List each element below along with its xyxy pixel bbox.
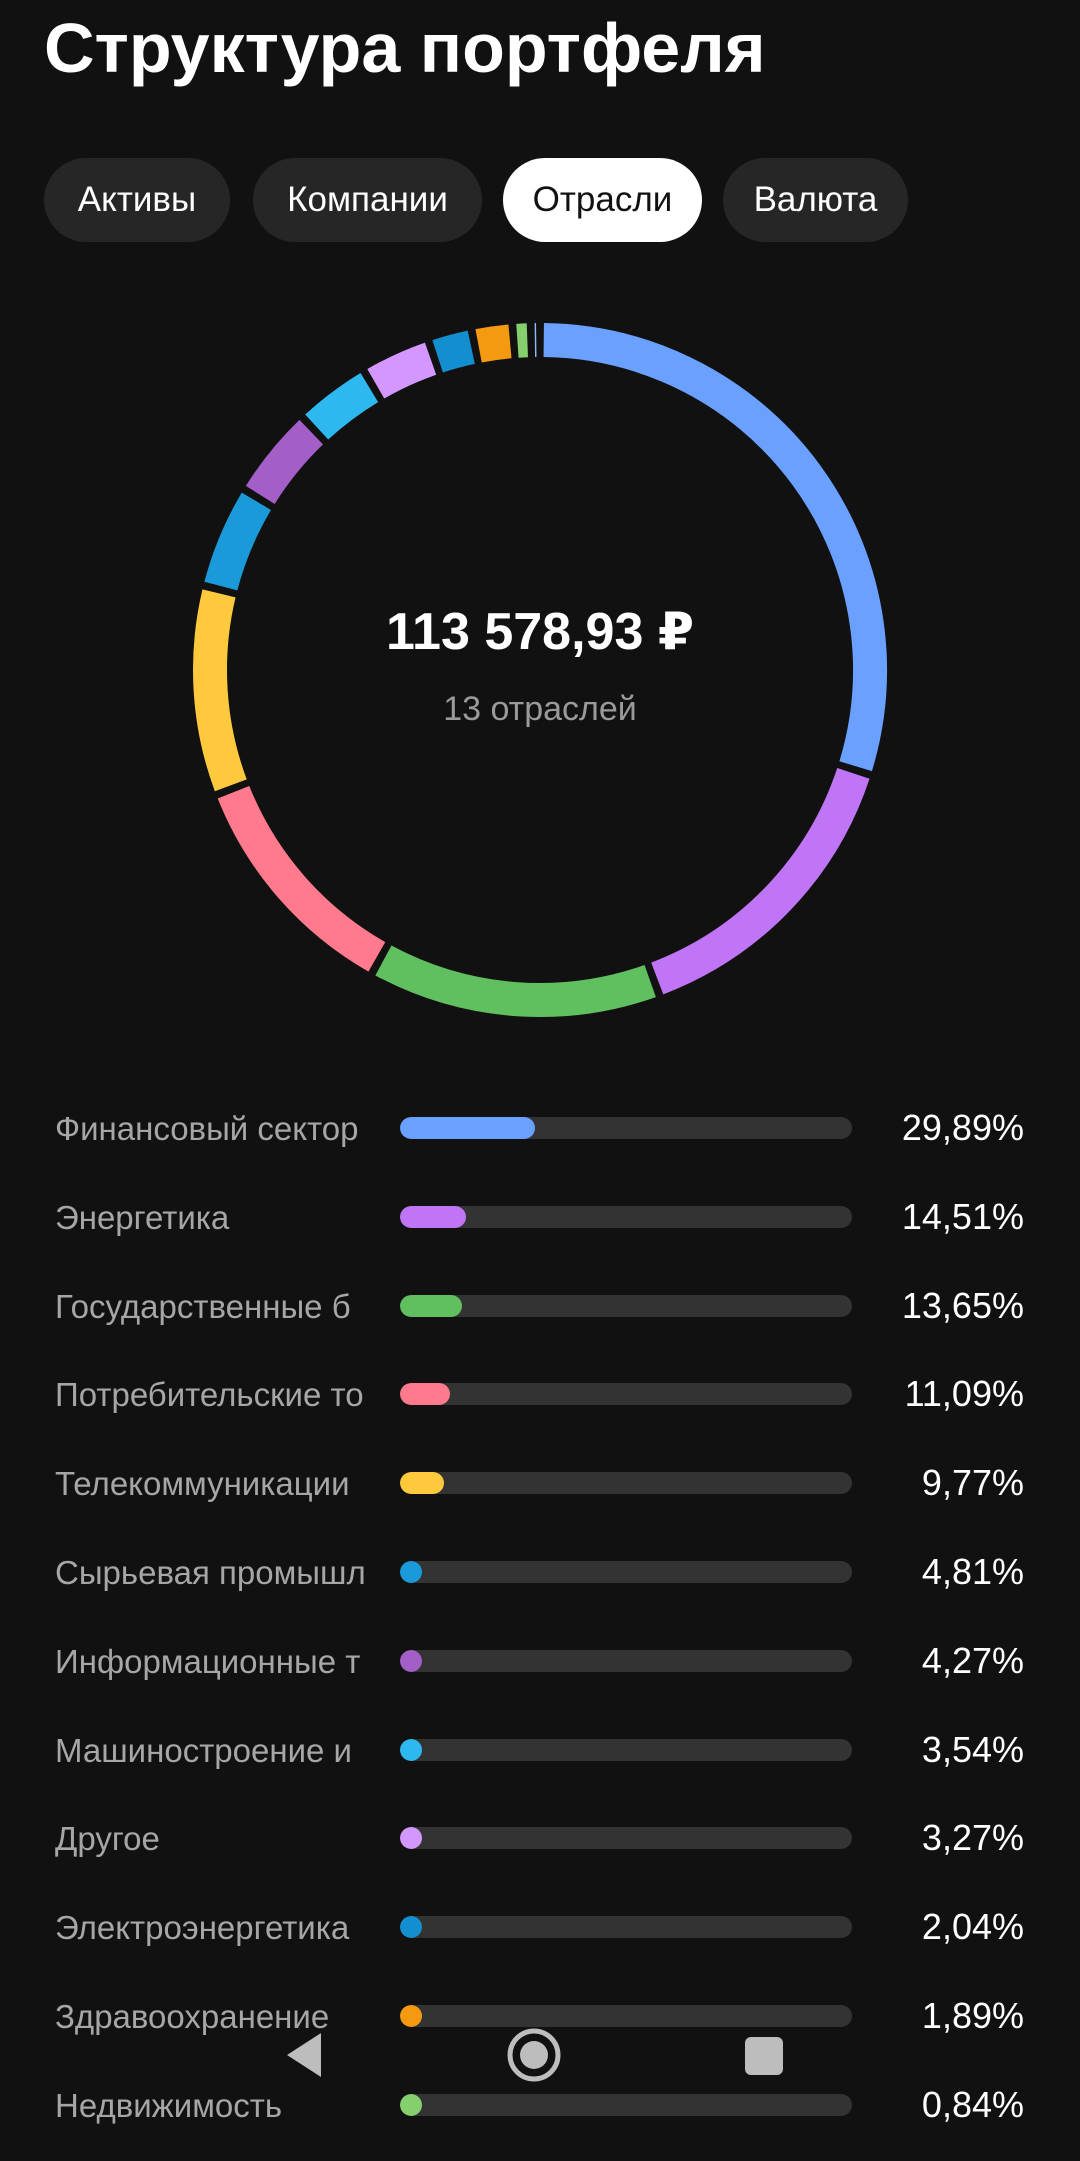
industry-name: Финансовый сектор — [55, 1105, 380, 1153]
donut-segment[interactable] — [317, 388, 370, 427]
industry-share-track — [400, 1650, 852, 1672]
industries-count: 13 отраслей — [190, 690, 890, 729]
industry-share-value: 4,27% — [922, 1636, 1024, 1686]
tab-industries[interactable]: Отрасли — [503, 158, 702, 242]
industry-share-value: 3,54% — [922, 1725, 1024, 1775]
industry-row[interactable]: Финансовый сектор 29,89% — [0, 1095, 1080, 1184]
industry-share-track — [400, 1916, 852, 1938]
donut-chart: 113 578,93 ₽ 13 отраслей — [190, 320, 890, 1020]
industry-share-bar — [400, 1472, 444, 1494]
donut-segment[interactable] — [479, 341, 510, 345]
industry-name: Другое — [55, 1815, 380, 1863]
donut-segment[interactable] — [657, 773, 853, 978]
donut-segment[interactable] — [517, 340, 527, 341]
industry-share-track — [400, 1383, 852, 1405]
industry-row[interactable]: Другое 3,27% — [0, 1805, 1080, 1894]
industry-share-track — [400, 1561, 852, 1583]
industry-share-bar — [400, 1561, 422, 1583]
industry-share-track — [400, 1739, 852, 1761]
industry-share-bar — [400, 1739, 422, 1761]
system-navigation-bar — [0, 2010, 1080, 2100]
industry-share-value: 9,77% — [922, 1458, 1024, 1508]
industry-name: Телекоммуникации — [55, 1460, 380, 1508]
industry-row[interactable]: Телекоммуникации 9,77% — [0, 1450, 1080, 1539]
industry-share-bar — [400, 1295, 462, 1317]
industry-row[interactable]: Информационные т 4,27% — [0, 1628, 1080, 1717]
industry-share-track — [400, 1117, 852, 1139]
industry-row[interactable]: Электроэнергетика 2,04% — [0, 1894, 1080, 1983]
industry-share-bar — [400, 1383, 450, 1405]
donut-chart-svg — [190, 320, 890, 1020]
tab-assets[interactable]: Активы — [44, 158, 230, 242]
industry-row[interactable]: Сырьевая промышл 4,81% — [0, 1539, 1080, 1628]
industry-share-bar — [400, 1117, 535, 1139]
industry-name: Электроэнергетика — [55, 1904, 380, 1952]
tab-currency[interactable]: Валюта — [723, 158, 908, 242]
industry-share-value: 11,09% — [905, 1369, 1024, 1419]
donut-segment[interactable] — [233, 792, 376, 957]
industry-share-value: 2,04% — [922, 1902, 1024, 1952]
portfolio-total-value: 113 578,93 ₽ — [190, 602, 890, 662]
industry-share-value: 3,27% — [922, 1813, 1024, 1863]
industry-name: Государственные б — [55, 1283, 380, 1331]
industry-share-value: 14,51% — [902, 1192, 1024, 1242]
industry-share-bar — [400, 1827, 422, 1849]
industry-share-track — [400, 1472, 852, 1494]
industry-row[interactable]: Энергетика 14,51% — [0, 1184, 1080, 1273]
square-recents-icon[interactable] — [733, 2025, 793, 2085]
industry-share-bar — [400, 1206, 466, 1228]
donut-segment[interactable] — [376, 359, 431, 384]
donut-segment[interactable] — [221, 501, 257, 586]
industry-row[interactable]: Государственные б 13,65% — [0, 1273, 1080, 1362]
industry-share-value: 29,89% — [902, 1103, 1024, 1153]
circle-home-icon[interactable] — [504, 2025, 564, 2085]
page-title: Структура портфеля — [44, 8, 766, 88]
tab-companies[interactable]: Компании — [253, 158, 482, 242]
industry-name: Энергетика — [55, 1194, 380, 1242]
donut-segment[interactable] — [383, 960, 650, 1000]
industry-name: Машиностроение и — [55, 1727, 380, 1775]
industry-share-value: 4,81% — [922, 1547, 1024, 1597]
industry-share-track — [400, 1206, 852, 1228]
industry-share-bar — [400, 1650, 422, 1672]
industry-row[interactable]: Потребительские то 11,09% — [0, 1361, 1080, 1450]
industry-row[interactable]: Машиностроение и 3,54% — [0, 1717, 1080, 1806]
industry-name: Потребительские то — [55, 1371, 380, 1419]
triangle-left-icon[interactable] — [277, 2025, 337, 2085]
donut-segment[interactable] — [260, 432, 311, 495]
industry-share-track — [400, 1295, 852, 1317]
industry-share-bar — [400, 1916, 422, 1938]
industry-name: Сырьевая промышл — [55, 1549, 380, 1597]
donut-segment[interactable] — [438, 347, 472, 356]
industry-share-track — [400, 1827, 852, 1849]
industry-share-value: 13,65% — [902, 1281, 1024, 1331]
industry-name: Информационные т — [55, 1638, 380, 1686]
